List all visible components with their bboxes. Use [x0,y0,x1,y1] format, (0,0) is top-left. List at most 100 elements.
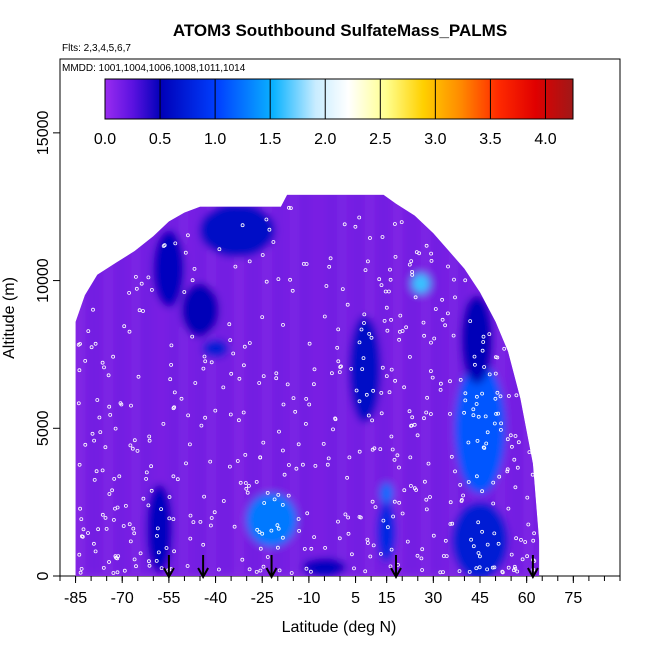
sample-point [290,288,295,293]
colorbar [104,78,574,120]
sample-point [515,569,520,574]
sample-point [128,443,133,448]
sample-point [387,390,392,395]
sample-point [358,515,363,520]
sample-point [392,457,397,462]
sample-point [329,371,334,376]
sample-point [241,410,246,415]
sample-point [107,492,112,496]
sample-point [146,275,151,280]
field-band [271,194,282,576]
sample-point [131,526,136,531]
sample-point [368,236,372,240]
sample-point [380,365,385,370]
field-hotspot [411,273,431,294]
sample-point [354,388,359,393]
field-hotspot [200,203,275,257]
sample-point [139,281,144,286]
sample-point [98,430,103,435]
sample-point [173,241,178,246]
sample-point [301,261,306,266]
sample-point [172,390,177,395]
sample-point [244,486,249,491]
sample-point [111,571,116,575]
field-band [327,194,338,576]
sample-point [203,359,208,364]
sample-point [154,559,159,563]
sample-point [141,309,145,313]
sample-point [487,372,492,377]
sample-point [322,314,327,319]
arrow-head [265,567,278,580]
sample-point [286,463,291,467]
sample-point [438,387,443,392]
field-band [318,194,329,576]
sample-point [357,399,362,404]
sample-point [274,371,279,376]
sample-point [453,295,457,300]
field-band [84,194,95,576]
sample-point [231,351,236,356]
sample-point [202,354,207,359]
sample-point [474,566,479,571]
sample-point [260,315,265,320]
sample-point [305,511,310,516]
sample-point [482,365,487,369]
x-tick-label: -25 [251,590,274,607]
field-hotspot [153,230,185,308]
sample-point [448,522,453,526]
sample-point [492,421,497,426]
x-tick-label: 30 [424,590,442,607]
colorbar-ticks: 0.0 0.5 1.0 1.5 2.0 2.5 3.0 3.5 4.0 [94,79,557,148]
sample-point [404,325,409,330]
sample-point [185,564,190,568]
sample-point [363,569,368,574]
sample-point [480,348,485,353]
field-hotspot [455,363,505,494]
sample-point [132,531,137,536]
field-band [280,194,291,576]
sample-point [395,453,400,458]
y-tick-label: 10000 [35,258,52,303]
sample-point [362,312,367,317]
field-hotspot [380,482,393,504]
sample-point [191,520,196,524]
sample-point [414,250,419,255]
sample-point [233,264,238,269]
sample-point [452,277,456,282]
sample-point [325,462,330,467]
sample-point [490,565,495,570]
sample-point [147,434,152,439]
sample-point [184,461,188,466]
sample-point [280,535,285,540]
sample-point [357,449,362,454]
field-band [346,194,357,576]
sample-point [408,483,413,488]
sample-point [92,477,97,482]
sample-point [77,368,82,373]
sample-point [419,556,424,561]
sample-point [482,446,487,450]
sample-point [426,461,431,466]
sample-point [445,311,450,316]
sample-point [312,535,317,539]
sample-point [130,446,135,451]
sample-point [475,438,480,443]
sample-point [149,287,154,292]
sample-point [335,345,340,350]
sample-point [513,485,518,490]
sample-point [532,531,536,536]
sample-point [260,253,265,257]
sample-point [161,421,166,426]
sample-point [415,433,420,438]
sample-point [360,367,365,372]
sample-point [121,524,126,528]
sample-point [203,415,208,420]
sample-point [144,470,149,475]
field-hotspot [461,295,493,384]
sample-point [450,521,455,526]
sample-point [311,382,316,387]
sample-point [188,513,193,518]
x-axis-label: Latitude (deg N) [282,619,397,636]
